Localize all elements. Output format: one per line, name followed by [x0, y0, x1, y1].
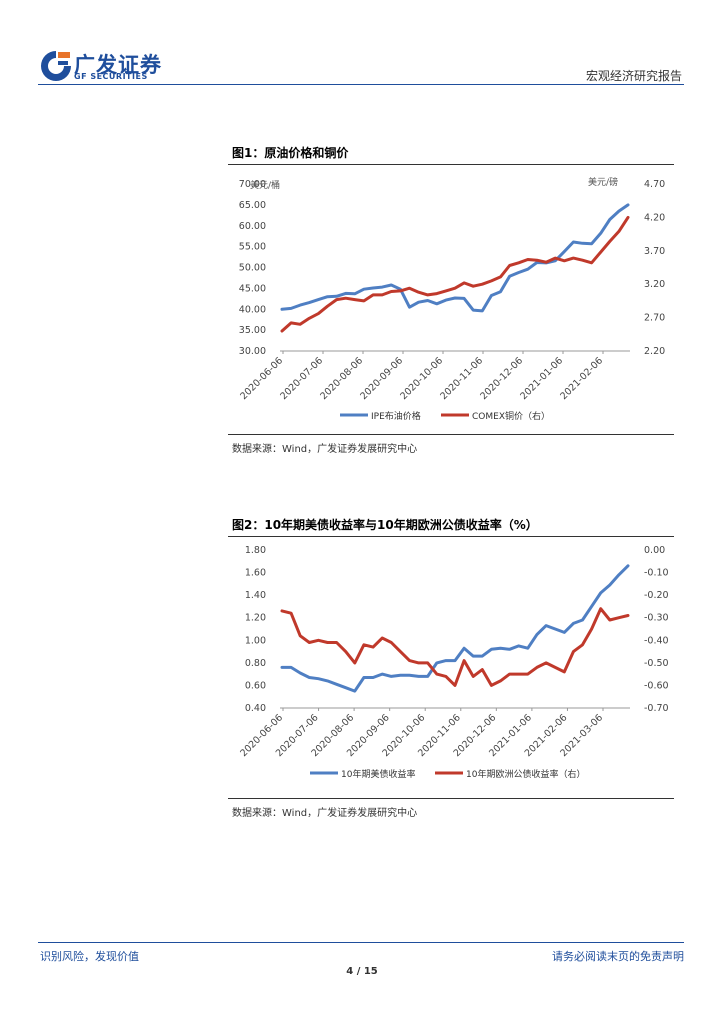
right-tick-label: -0.60: [644, 680, 669, 691]
left-tick-label: 1.80: [245, 545, 266, 556]
figure1-right-axis: 4.70 4.20 3.70 3.20 2.70 2.20: [644, 179, 665, 357]
logo-text-cn: 广发证券: [74, 53, 162, 77]
left-tick-label: 1.40: [245, 590, 266, 601]
figure1-legend: IPE布油价格 COMEX铜价（右）: [340, 410, 550, 422]
right-tick-label: -0.70: [644, 703, 669, 714]
figure1-source: 数据来源：Wind，广发证券发展研究中心: [232, 444, 418, 455]
series-line-left: [280, 564, 630, 693]
legend-label-eu10y: 10年期欧洲公债收益率（右）: [466, 768, 585, 780]
left-tick-label: 1.20: [245, 613, 266, 624]
left-tick-label: 70.00: [239, 179, 266, 190]
company-logo: [38, 48, 158, 88]
left-tick-label: 55.00: [239, 242, 266, 253]
footer-divider: [38, 942, 684, 943]
figure1-left-axis: 70.00 65.00 60.00 55.00 50.00 45.00 40.00 35.00…: [239, 179, 266, 357]
figure1-title: 图1：原油价格和铜价: [232, 146, 349, 160]
figure1-series: [280, 203, 630, 333]
right-tick-label: 3.70: [644, 246, 665, 257]
right-tick-label: -0.10: [644, 568, 669, 579]
figure2-legend: 10年期美债收益率 10年期欧洲公债收益率（右）: [310, 768, 585, 780]
legend-label-us10y: 10年期美债收益率: [341, 768, 415, 780]
header-divider: [38, 84, 684, 85]
right-tick-label: 2.20: [644, 346, 665, 357]
left-tick-label: 1.60: [245, 568, 266, 579]
footer-disclaimer: 请务必阅读末页的免责声明: [552, 950, 684, 963]
series-line-left: [280, 203, 630, 313]
left-tick-label: 35.00: [239, 325, 266, 336]
figure1-right-unit: 美元/磅: [588, 176, 618, 188]
right-tick-label: -0.30: [644, 613, 669, 624]
figure1-x-axis: 2020-06-062020-07-062020-08-062020-09-06…: [238, 350, 630, 402]
left-tick-label: 60.00: [239, 221, 266, 232]
legend-label-ipe: IPE布油价格: [371, 410, 421, 422]
logo-mark-icon: [41, 51, 71, 81]
x-tick-label: 2021-02-06: [558, 355, 605, 402]
footer-slogan: 识别风险，发现价值: [40, 950, 139, 963]
right-tick-label: 2.70: [644, 313, 665, 324]
right-tick-label: -0.40: [644, 635, 669, 646]
series-line-right: [280, 215, 630, 333]
left-tick-label: 65.00: [239, 200, 266, 211]
series-line-right: [280, 607, 630, 687]
figure2-title: 图2：10年期美债收益率与10年期欧洲公债收益率（%）: [232, 518, 538, 532]
right-tick-label: -0.50: [644, 658, 669, 669]
right-tick-label: 4.70: [644, 179, 665, 190]
figure2-top-rule: [228, 536, 674, 537]
figure2-right-axis: 0.00 -0.10 -0.20 -0.30 -0.40 -0.50 -0.60 -0.70: [644, 545, 669, 714]
figure2-chart: 1.80 1.60 1.40 1.20 1.00 0.80 0.60 0.40 0.00 -0.…: [238, 545, 669, 780]
right-tick-label: -0.20: [644, 590, 669, 601]
left-tick-label: 1.00: [245, 635, 266, 646]
figure2-series: [280, 564, 630, 693]
figure2-source: 数据来源：Wind，广发证券发展研究中心: [232, 808, 418, 819]
right-tick-label: 3.20: [644, 279, 665, 290]
left-tick-label: 45.00: [239, 283, 266, 294]
report-type: 宏观经济研究报告: [585, 69, 682, 83]
figure2-left-axis: 1.80 1.60 1.40 1.20 1.00 0.80 0.60 0.40: [245, 545, 266, 714]
figure1-bottom-rule: [228, 434, 674, 435]
left-tick-label: 50.00: [239, 263, 266, 274]
right-tick-label: 4.20: [644, 212, 665, 223]
left-tick-label: 0.40: [245, 703, 266, 714]
legend-label-comex: COMEX铜价（右）: [472, 410, 550, 422]
left-tick-label: 40.00: [239, 304, 266, 315]
figure1-left-unit: 美元/桶: [250, 179, 280, 191]
figure1-chart: 70.00 65.00 60.00 55.00 50.00 45.00 40.00 35.00…: [238, 176, 665, 422]
page-number: 4 / 15: [346, 966, 378, 977]
left-tick-label: 0.80: [245, 658, 266, 669]
figure1-top-rule: [228, 164, 674, 165]
logo-text-en: GF SECURITIES: [74, 72, 148, 81]
left-tick-label: 30.00: [239, 346, 266, 357]
right-tick-label: 0.00: [644, 545, 665, 556]
figure2-x-axis: 2020-06-062020-07-062020-08-062020-09-06…: [238, 707, 630, 759]
left-tick-label: 0.60: [245, 680, 266, 691]
figure2-bottom-rule: [228, 798, 674, 799]
